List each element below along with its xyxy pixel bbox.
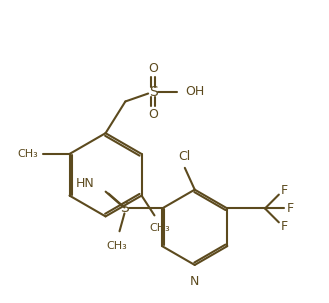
Text: N: N xyxy=(190,275,199,288)
Text: S: S xyxy=(120,201,129,215)
Text: CH₃: CH₃ xyxy=(17,149,38,159)
Text: F: F xyxy=(281,184,288,197)
Text: O: O xyxy=(148,108,158,121)
Text: CH₃: CH₃ xyxy=(106,241,127,251)
Text: CH₃: CH₃ xyxy=(149,223,170,233)
Text: O: O xyxy=(148,62,158,75)
Text: S: S xyxy=(149,85,158,98)
Text: F: F xyxy=(281,220,288,233)
Text: HN: HN xyxy=(76,177,95,190)
Text: F: F xyxy=(287,202,294,215)
Text: OH: OH xyxy=(185,85,204,98)
Text: Cl: Cl xyxy=(179,150,191,163)
